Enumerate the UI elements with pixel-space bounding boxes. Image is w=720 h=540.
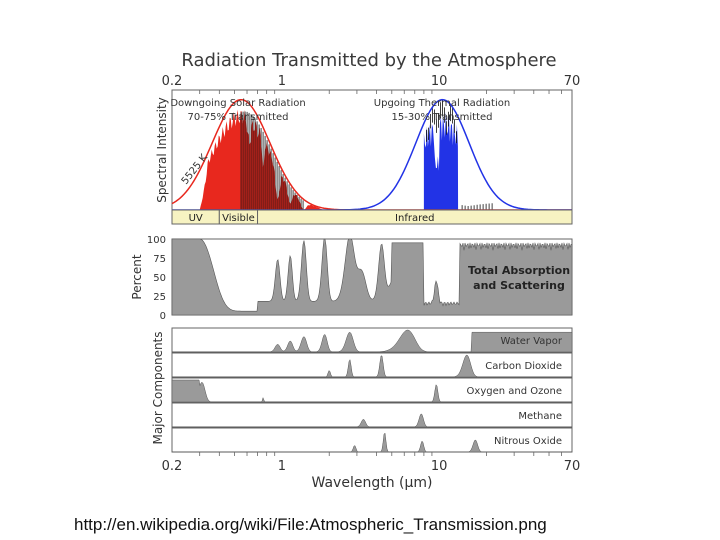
- x-tick-bottom-0: 0.2: [162, 459, 183, 474]
- axis-labels: Radiation Transmitted by the Atmosphere 0…: [162, 50, 581, 491]
- component-spectrum-1: [172, 354, 572, 378]
- x-tick-bottom-1: 1: [278, 459, 286, 474]
- x-tick-top-1: 1: [278, 74, 286, 89]
- x-tick-bottom-3: 70: [564, 459, 581, 474]
- transmitted-spectrum-detail: [240, 100, 493, 210]
- component-spectrum-4: [172, 432, 572, 453]
- source-caption: http://en.wikipedia.org/wiki/File:Atmosp…: [74, 515, 547, 534]
- thermal-label: Upgoing Thermal Radiation: [374, 98, 510, 109]
- component-label-3: Methane: [518, 411, 562, 422]
- thermal-sublabel: 15-30% Transmitted: [391, 112, 492, 123]
- component-row-frame-4: [171, 427, 573, 453]
- total-absorption-area: [171, 238, 573, 316]
- component-label-1: Carbon Dioxide: [485, 361, 562, 372]
- components-panel: Major Components Water Vapor Carbon Dioxid…: [151, 327, 573, 453]
- x-tick-bottom-2: 10: [431, 459, 448, 474]
- solar-label: Downgoing Solar Radiation: [170, 98, 305, 109]
- x-tick-top-0: 0.2: [162, 74, 183, 89]
- solar-sublabel: 70-75% Transmitted: [187, 112, 288, 123]
- y-axis-label-components: Major Components: [151, 331, 165, 444]
- component-spectrum-3: [172, 413, 572, 428]
- solar-transmitted-area: [199, 109, 355, 210]
- y-tick-percent-2: 50: [153, 273, 166, 284]
- component-label-0: Water Vapor: [500, 336, 562, 347]
- component-row-frame-1: [171, 352, 573, 378]
- y-tick-percent-4: 0: [160, 311, 166, 322]
- x-axis-label: Wavelength (μm): [312, 475, 433, 491]
- component-label-2: Oxygen and Ozone: [467, 386, 562, 397]
- y-axis-label-spectral: Spectral Intensity: [155, 97, 169, 203]
- x-tick-top-2: 10: [431, 74, 448, 89]
- thermal-transmitted-area: [423, 111, 459, 210]
- absorption-label-line2: and Scattering: [473, 279, 565, 292]
- y-tick-percent-0: 100: [147, 235, 166, 246]
- x-tick-top-3: 70: [564, 74, 581, 89]
- chart-title: Radiation Transmitted by the Atmosphere: [181, 50, 556, 71]
- absorption-label-line1: Total Absorption: [468, 264, 570, 277]
- band-label-1: Visible: [222, 213, 255, 224]
- y-axis-label-percent: Percent: [130, 254, 144, 299]
- component-spectrum-0: [172, 329, 573, 353]
- component-row-frame-3: [171, 402, 573, 428]
- band-label-0: UV: [189, 213, 203, 224]
- component-label-4: Nitrous Oxide: [494, 436, 562, 447]
- y-tick-percent-3: 25: [153, 292, 166, 303]
- component-spectrum-2: [171, 379, 572, 403]
- y-tick-percent-1: 75: [153, 254, 166, 265]
- band-2: [257, 209, 573, 225]
- band-label-2: Infrared: [395, 213, 434, 224]
